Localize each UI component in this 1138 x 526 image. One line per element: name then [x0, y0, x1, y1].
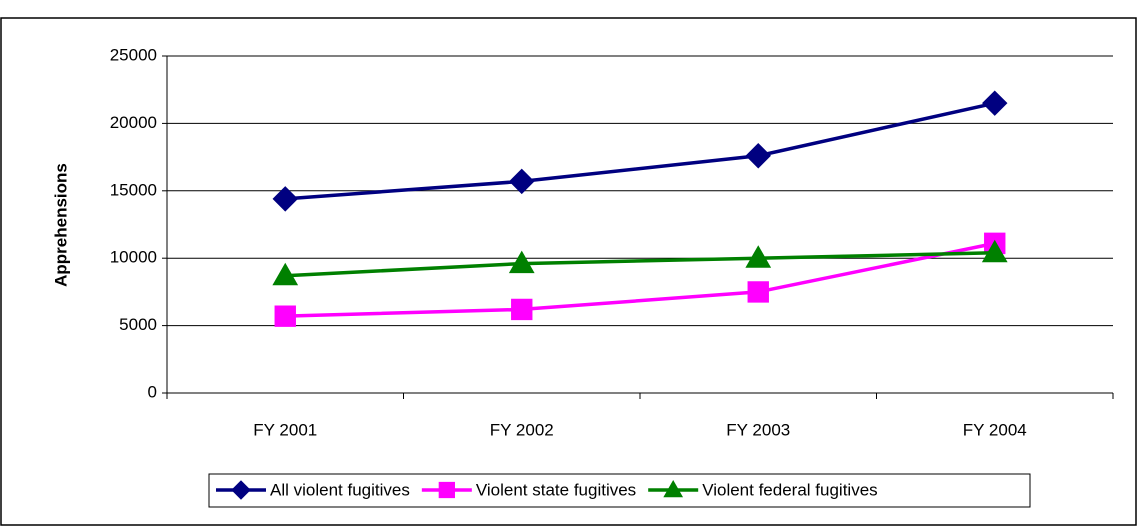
- marker: [231, 480, 251, 500]
- marker: [747, 281, 769, 303]
- y-tick-label: 20000: [110, 113, 157, 132]
- series-line: [285, 241, 996, 318]
- y-tick-label: 25000: [110, 45, 157, 64]
- chart-frame: [0, 17, 1137, 526]
- y-axis-label: Apprehensions: [51, 163, 70, 287]
- marker: [508, 250, 535, 274]
- marker: [272, 262, 299, 286]
- marker: [981, 239, 1008, 263]
- y-tick-label: 15000: [110, 180, 157, 199]
- marker: [274, 305, 296, 327]
- y-tick-label: 10000: [110, 248, 157, 267]
- x-tick-label: FY 2001: [253, 420, 317, 439]
- marker: [438, 481, 455, 499]
- y-tick-label: 5000: [119, 315, 157, 334]
- marker: [982, 90, 1008, 116]
- marker: [663, 479, 684, 498]
- x-tick-label: FY 2002: [490, 420, 554, 439]
- series-line: [285, 251, 995, 278]
- legend-label: All violent fugitives: [270, 480, 410, 499]
- legend-label: Violent federal fugitives: [702, 480, 877, 499]
- marker: [509, 168, 535, 195]
- marker: [745, 143, 771, 169]
- x-tick-label: FY 2003: [726, 420, 790, 439]
- marker: [745, 245, 772, 268]
- legend-box: [208, 473, 1031, 508]
- x-tick-label: FY 2004: [963, 420, 1027, 439]
- legend-label: Violent state fugitives: [476, 480, 636, 499]
- y-tick-label: 0: [148, 382, 157, 401]
- series-line: [285, 101, 996, 201]
- marker: [272, 186, 298, 212]
- marker: [511, 298, 533, 321]
